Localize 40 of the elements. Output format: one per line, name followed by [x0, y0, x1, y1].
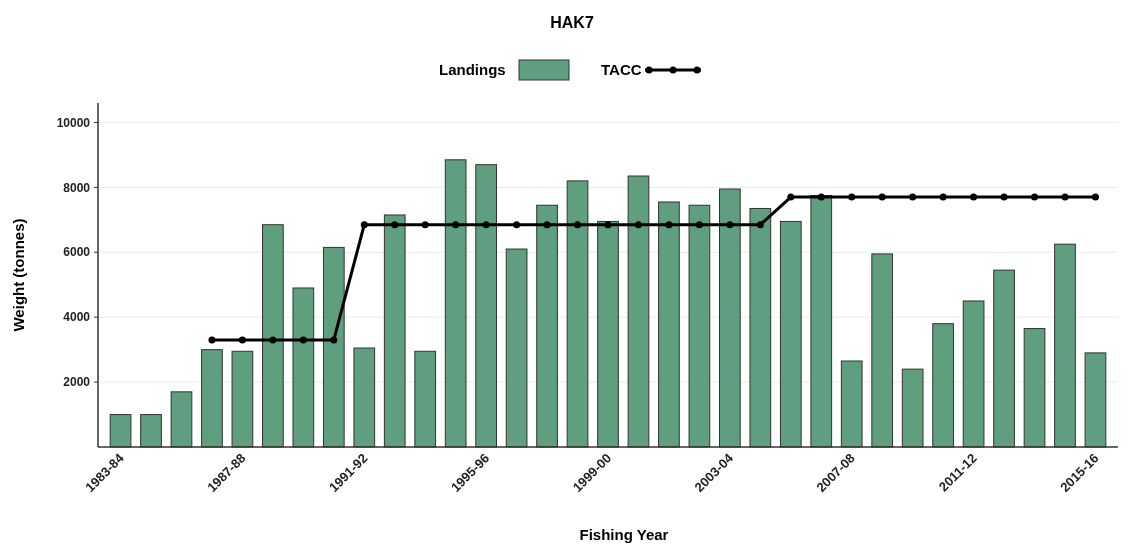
point	[330, 336, 338, 344]
chart-title: HAK7	[550, 14, 594, 31]
point	[482, 221, 490, 229]
point	[817, 193, 825, 201]
point	[695, 221, 703, 229]
y-axis-title: Weight (tonnes)	[10, 218, 27, 332]
legend-label: TACC	[601, 61, 642, 79]
point	[726, 221, 734, 229]
point	[665, 221, 673, 229]
point	[543, 221, 551, 229]
point	[452, 221, 460, 229]
x-axis-title: Fishing Year	[579, 526, 669, 543]
point	[208, 336, 216, 344]
point	[238, 336, 246, 344]
point	[574, 221, 582, 229]
point	[1091, 193, 1099, 201]
y-tick-label: 6000	[63, 245, 91, 260]
point	[1000, 193, 1008, 201]
point	[391, 221, 399, 229]
point	[299, 336, 307, 344]
point	[787, 193, 795, 201]
point	[360, 221, 368, 229]
y-tick-label: 8000	[63, 180, 91, 195]
point	[1031, 193, 1039, 201]
point	[1061, 193, 1069, 201]
point	[848, 193, 856, 201]
point	[970, 193, 978, 201]
point	[634, 221, 642, 229]
point	[939, 193, 947, 201]
point	[604, 221, 612, 229]
y-tick-label: 2000	[63, 375, 91, 390]
point	[269, 336, 277, 344]
point	[756, 221, 764, 229]
legend-label: Landings	[439, 61, 506, 79]
point	[909, 193, 917, 201]
point	[421, 221, 429, 229]
point	[513, 221, 521, 229]
point	[878, 193, 886, 201]
y-tick-label: 4000	[63, 310, 91, 325]
y-tick-label: 10000	[56, 115, 91, 130]
